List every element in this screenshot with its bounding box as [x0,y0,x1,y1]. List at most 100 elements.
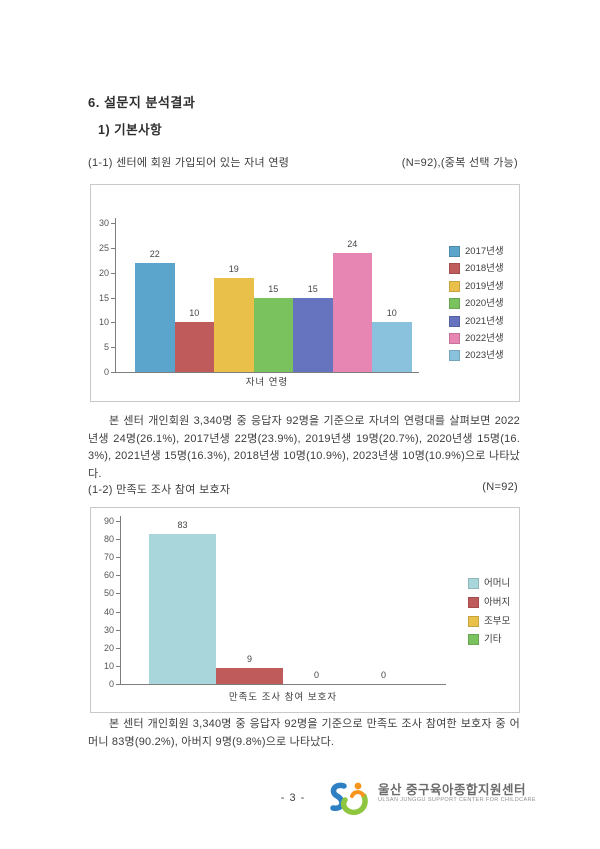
legend-label-2019년생: 2019년생 [465,280,504,292]
y-tick-mark [111,223,115,224]
bar-value-label: 0 [313,670,319,680]
question-1-note: (N=92),(중복 선택 가능) [401,157,518,169]
legend-label-2021년생: 2021년생 [465,315,504,327]
y-tick-label: 40 [103,606,114,617]
legend-label-기타: 기타 [484,634,502,646]
y-tick-label: 0 [108,679,114,689]
legend-swatch-2017년생 [449,246,460,257]
y-tick-mark [116,629,120,631]
y-tick-mark [116,557,120,559]
bar-2023년생 [372,322,412,372]
legend-label-2023년생: 2023년생 [465,350,504,362]
page-number: - 3 - [280,792,306,804]
question-1-title: (1-1) 센터에 회원 가입되어 있는 자녀 연령 [88,157,290,169]
analysis-paragraph-2: 본 센터 개인회원 3,340명 중 응답자 92명을 기준으로 만족도 조사 … [88,718,520,748]
y-tick-label: 90 [103,516,114,526]
y-tick-label: 30 [98,218,109,228]
y-tick-mark [116,575,120,577]
question-2-note: (N=92) [482,481,518,493]
y-tick-mark [111,322,115,324]
y-tick-mark [116,665,120,667]
y-tick-mark [111,347,115,349]
guardian-participation-chart: 0 10 20 30 40 50 60 70 80 90 83 9 0 0 만족도 조사 참여 보호자 어머니… [90,507,520,713]
bar-2020년생 [253,297,293,372]
y-tick-mark [116,539,120,541]
x-axis [120,684,446,685]
question-2-title: (1-2) 만족도 조사 참여 보호자 [88,484,231,496]
bar-value-label: 15 [307,283,318,294]
bar-value-label: 22 [149,248,160,259]
legend-label-2020년생: 2020년생 [465,298,504,310]
y-tick-mark [111,272,115,274]
legend-swatch-조부모 [468,615,479,627]
legend-swatch-아버지 [468,596,479,608]
y-tick-label: 25 [98,242,109,253]
y-tick-mark [111,372,115,373]
bar-value-label: 10 [189,308,200,319]
bar-value-label: 15 [268,283,279,294]
y-axis [120,516,121,685]
center-logo: 울산 중구육아종합지원센터 ULSAN JUNGGU SUPPORT CENTE… [328,779,536,824]
legend-label-어머니: 어머니 [484,578,511,589]
bar-value-label: 0 [380,670,386,680]
y-tick-mark [116,521,120,522]
legend-swatch-2020년생 [449,298,460,310]
bar-value-label: 83 [177,519,188,530]
y-tick-mark [111,297,115,299]
y-tick-label: 60 [103,570,114,581]
y-axis [115,218,116,373]
org-name-english: ULSAN JUNGGU SUPPORT CENTER FOR CHILDCAR… [378,797,536,803]
bar-어머니 [149,533,216,684]
y-tick-mark [116,593,120,595]
bar-2018년생 [174,322,214,372]
bar-2017년생 [135,262,175,372]
y-tick-label: 10 [103,660,114,671]
org-name-korean: 울산 중구육아종합지원센터 [378,783,526,797]
y-tick-label: 50 [103,588,114,599]
bar-2019년생 [214,277,254,372]
y-tick-mark [116,647,120,649]
bar-2021년생 [293,297,333,372]
y-tick-label: 30 [103,624,114,635]
question-2-header: (1-2) 만족도 조사 참여 보호자 (N=92) [88,481,518,497]
x-axis-label: 만족도 조사 참여 보호자 [228,692,338,703]
y-tick-mark [111,247,115,249]
bar-value-label: 24 [347,238,358,249]
y-tick-label: 10 [98,317,109,328]
logo-icon [328,779,372,824]
y-tick-label: 5 [103,342,109,353]
legend-label-2022년생: 2022년생 [465,333,504,344]
legend-swatch-기타 [468,634,479,646]
section-title: 6. 설문지 분석결과 [88,95,196,110]
legend-swatch-어머니 [468,578,479,589]
y-tick-mark [116,611,120,613]
legend-swatch-2019년생 [449,280,460,292]
legend-label-2018년생: 2018년생 [465,263,504,275]
question-1-header: (1-1) 센터에 회원 가입되어 있는 자녀 연령 (N=92),(중복 선택… [88,154,518,170]
bar-2022년생 [332,252,372,372]
legend-label-아버지: 아버지 [484,596,511,608]
legend-swatch-2018년생 [449,263,460,275]
x-axis-label: 자녀 연령 [245,377,289,388]
analysis-paragraph-1: 본 센터 개인회원 3,340명 중 응답자 92명을 기준으로 자녀의 연령대… [88,415,520,480]
subsection-title: 1) 기본사항 [98,123,163,137]
legend-swatch-2022년생 [449,333,460,344]
legend-swatch-2023년생 [449,350,460,362]
y-tick-label: 20 [103,642,114,653]
y-tick-label: 15 [98,292,109,303]
bar-아버지 [216,667,283,684]
y-tick-label: 70 [103,552,114,563]
bar-value-label: 10 [386,308,397,319]
legend-label-2017년생: 2017년생 [465,246,504,257]
legend-swatch-2021년생 [449,315,460,327]
legend-label-조부모: 조부모 [484,615,511,627]
y-tick-label: 20 [98,267,109,278]
x-axis [115,372,419,373]
y-tick-label: 0 [103,367,109,377]
y-tick-mark [116,684,120,685]
y-tick-label: 80 [103,534,114,545]
bar-value-label: 9 [246,653,252,664]
bar-value-label: 19 [228,263,239,274]
age-distribution-chart: 0 5 10 15 20 25 30 22 10 19 15 15 24 10 자녀 연령 2017년생 201… [90,184,520,402]
